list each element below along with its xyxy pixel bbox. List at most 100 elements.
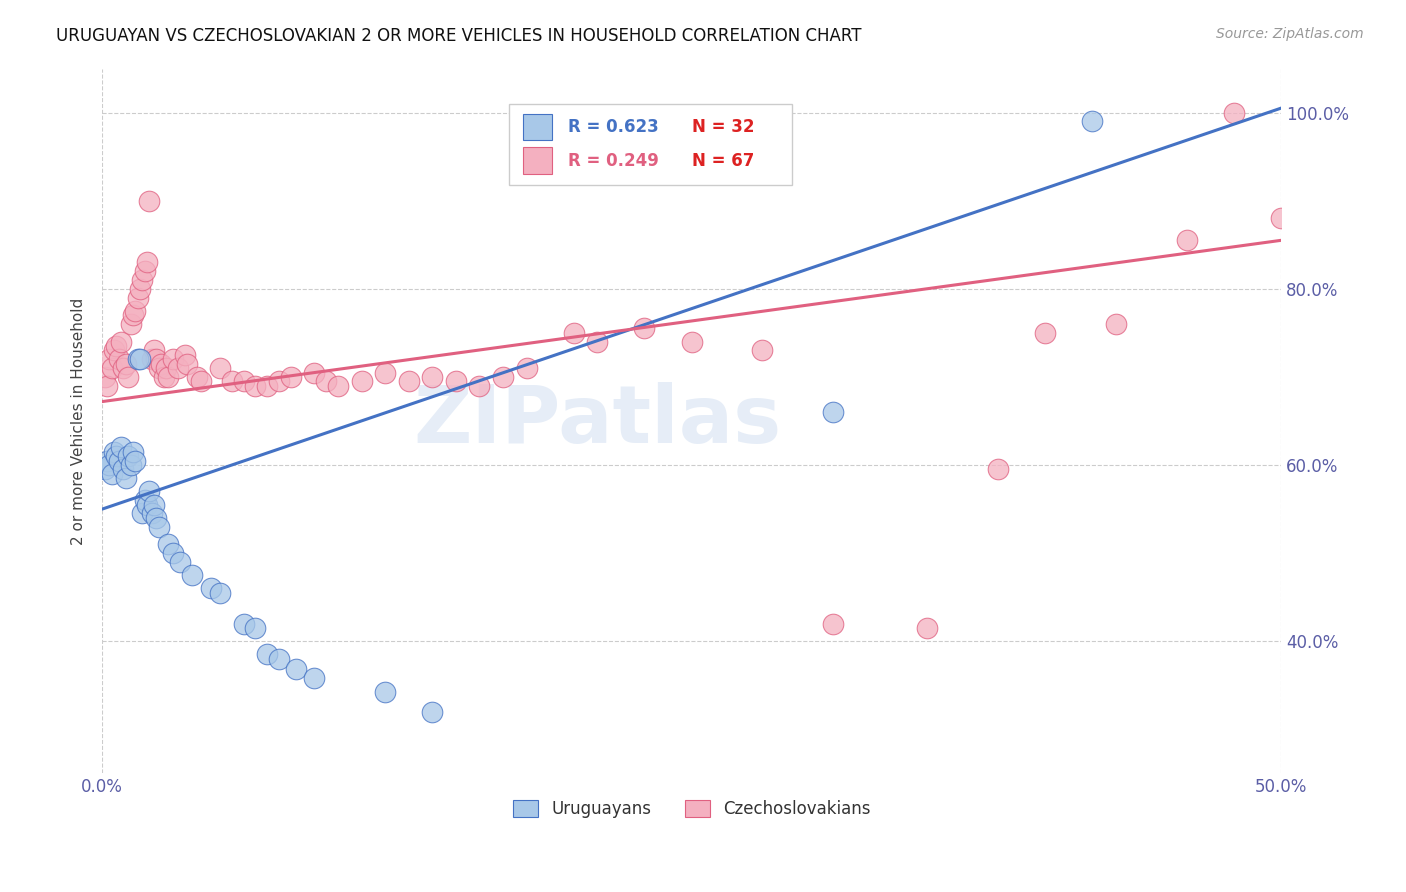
Point (112, 462, 135, 476)
Point (103, 343, 125, 358)
Point (96, 378, 118, 392)
Point (134, 264, 156, 278)
Point (821, 616, 844, 631)
Point (420, 370, 443, 384)
Point (1270, 211, 1292, 226)
Point (821, 405, 844, 419)
Point (136, 498, 159, 512)
Point (152, 370, 174, 384)
Point (1223, 105, 1246, 120)
Point (245, 621, 267, 635)
Y-axis label: 2 or more Vehicles in Household: 2 or more Vehicles in Household (72, 297, 86, 545)
Point (350, 374, 373, 388)
Text: ZIPatlas: ZIPatlas (413, 382, 782, 460)
Point (751, 343, 773, 358)
Point (93, 370, 115, 384)
Point (280, 370, 302, 384)
Point (492, 370, 515, 384)
Point (180, 568, 202, 582)
Point (150, 357, 173, 371)
Point (284, 663, 307, 677)
Text: Source: ZipAtlas.com: Source: ZipAtlas.com (1216, 27, 1364, 41)
FancyBboxPatch shape (509, 103, 792, 185)
Point (444, 374, 467, 388)
Point (209, 361, 232, 376)
Point (166, 361, 188, 376)
Point (267, 652, 290, 666)
Text: N = 67: N = 67 (692, 152, 754, 169)
Point (186, 370, 208, 384)
Point (131, 273, 153, 287)
Text: R = 0.623: R = 0.623 (568, 118, 658, 136)
Point (127, 291, 149, 305)
Point (100, 467, 122, 481)
Point (120, 317, 142, 331)
Point (681, 334, 703, 349)
FancyBboxPatch shape (523, 147, 553, 174)
Point (138, 484, 160, 499)
Point (176, 357, 198, 371)
Point (129, 282, 152, 296)
Point (143, 343, 166, 358)
Point (304, 671, 326, 685)
Point (148, 361, 170, 376)
Point (157, 370, 180, 384)
Text: URUGUAYAN VS CZECHOSLOVAKIAN 2 OR MORE VEHICLES IN HOUSEHOLD CORRELATION CHART: URUGUAYAN VS CZECHOSLOVAKIAN 2 OR MORE V… (56, 27, 862, 45)
Point (129, 352, 152, 367)
Point (173, 348, 195, 362)
Point (633, 321, 655, 335)
Point (114, 357, 136, 371)
Point (162, 546, 184, 560)
Point (586, 334, 609, 349)
Point (245, 378, 267, 392)
Point (256, 378, 278, 392)
Point (987, 462, 1010, 476)
Point (1175, 233, 1198, 247)
Point (1081, 114, 1104, 128)
Point (209, 586, 232, 600)
Point (326, 378, 349, 392)
Point (516, 361, 538, 376)
Point (221, 374, 243, 388)
Point (127, 352, 149, 367)
Point (145, 352, 167, 367)
Point (136, 255, 159, 269)
Point (398, 374, 420, 388)
Point (121, 445, 143, 459)
Point (124, 453, 146, 467)
Point (110, 334, 132, 349)
Point (117, 370, 139, 384)
Point (107, 352, 129, 367)
Point (105, 339, 128, 353)
Point (267, 374, 290, 388)
Point (103, 445, 125, 459)
Point (141, 507, 163, 521)
FancyBboxPatch shape (523, 113, 553, 140)
Point (114, 471, 136, 485)
Point (304, 366, 326, 380)
Point (138, 194, 160, 208)
Point (143, 498, 166, 512)
Point (112, 361, 135, 376)
Legend: Uruguayans, Czechoslovakians: Uruguayans, Czechoslovakians (506, 794, 877, 825)
Point (98, 352, 121, 367)
Point (256, 648, 278, 662)
Point (190, 374, 212, 388)
Point (110, 441, 132, 455)
Point (141, 352, 163, 367)
Text: R = 0.249: R = 0.249 (568, 152, 658, 169)
Point (374, 685, 396, 699)
Point (1105, 317, 1128, 331)
Point (93, 462, 115, 476)
Point (145, 511, 167, 525)
Point (100, 361, 122, 376)
Point (374, 366, 396, 380)
Point (562, 326, 585, 340)
Point (155, 361, 177, 376)
Point (124, 303, 146, 318)
Point (917, 621, 939, 635)
Point (468, 378, 491, 392)
Point (107, 453, 129, 467)
Point (232, 616, 254, 631)
Point (98, 458, 121, 472)
